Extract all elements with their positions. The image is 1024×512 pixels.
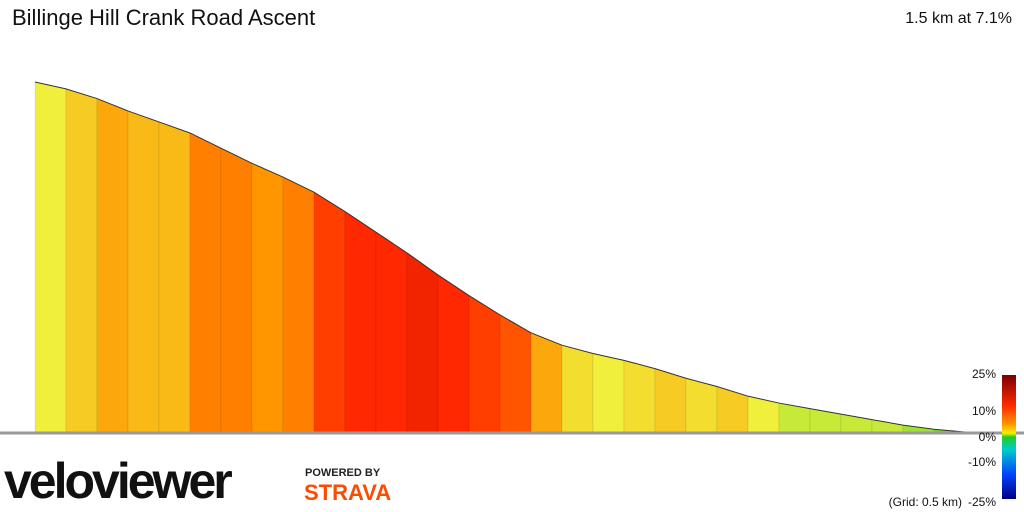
legend-label: 25% — [972, 367, 996, 381]
legend-label: 10% — [972, 404, 996, 418]
grade-segment — [344, 211, 377, 433]
grade-segment — [96, 98, 129, 433]
grade-segment — [809, 408, 842, 433]
title: Billinge Hill Crank Road Ascent — [12, 5, 315, 30]
strava: STRAVA — [304, 480, 391, 505]
grade-segment — [623, 360, 656, 433]
subtitle: 1.5 km at 7.1% — [905, 10, 1012, 27]
grade-segment — [499, 314, 532, 433]
grade-segment — [716, 386, 749, 433]
legend-label: -10% — [968, 455, 996, 469]
grade-segment — [127, 110, 160, 433]
grade-segment — [251, 162, 284, 433]
grade-segment — [34, 81, 67, 433]
grade-segment — [561, 344, 594, 433]
grid-note: (Grid: 0.5 km) — [889, 495, 962, 509]
grade-segment — [282, 176, 315, 433]
grade-segment — [406, 252, 439, 433]
grade-segment — [654, 368, 687, 433]
profile-outline — [34, 81, 966, 433]
logo: veloviewer — [4, 453, 232, 509]
grade-segment — [220, 147, 253, 433]
grade-segment — [158, 121, 191, 433]
grade-segment — [313, 191, 346, 433]
grade-segment — [65, 88, 98, 433]
profile — [34, 81, 966, 433]
grade-segment — [871, 419, 904, 433]
legend-scale — [1002, 375, 1016, 499]
powered-by: POWERED BY — [305, 467, 381, 479]
grade-segment — [437, 274, 470, 433]
grade-segment — [530, 332, 563, 433]
grade-segment — [189, 132, 222, 433]
grade-segment — [685, 377, 718, 433]
grade-segment — [375, 231, 408, 433]
grade-segment — [592, 353, 625, 433]
legend-label: 0% — [979, 430, 997, 444]
grade-segment — [468, 295, 501, 433]
legend-label: -25% — [968, 495, 996, 509]
